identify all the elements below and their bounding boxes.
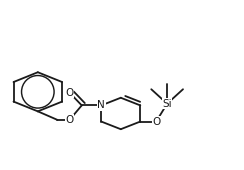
Text: Si: Si [162,99,172,109]
Text: O: O [65,115,74,125]
Text: O: O [152,117,160,126]
Text: N: N [97,100,105,110]
Text: O: O [65,88,74,98]
